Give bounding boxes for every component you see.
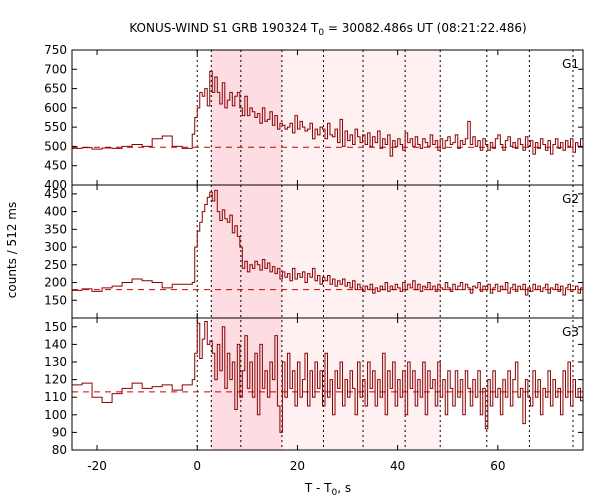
panel-G1-ytick-label-750: 750 (44, 43, 67, 57)
xtick-label--20: -20 (87, 459, 107, 473)
panel-label-G3: G3 (562, 325, 579, 339)
panel-G1-ytick-label-550: 550 (44, 120, 67, 134)
panel-G3-light-curve (72, 321, 583, 433)
panel-G2-light-curve (72, 189, 583, 296)
panel-G2-ytick-label-200: 200 (44, 276, 67, 290)
panel-G2-ytick-label-250: 250 (44, 258, 67, 272)
y-axis-label: counts / 512 ms (5, 202, 19, 298)
xtick-label-20: 20 (290, 459, 305, 473)
xtick-label-0: 0 (193, 459, 201, 473)
plot-area: 400450500550600650700750G115020025030035… (44, 43, 584, 473)
panel-G3-ytick-label-140: 140 (44, 337, 67, 351)
panel-G2-ytick-label-350: 350 (44, 222, 67, 236)
panel-G3-ytick-label-130: 130 (44, 355, 67, 369)
panel-G1-ytick-label-450: 450 (44, 159, 67, 173)
panel-G3-ytick-label-90: 90 (52, 425, 67, 439)
panel-G3-frame (71, 317, 584, 451)
xtick-label-40: 40 (390, 459, 405, 473)
panel-label-G1: G1 (562, 57, 579, 71)
chart-title: KONUS-WIND S1 GRB 190324 T0 = 30082.486s… (129, 21, 526, 38)
panel-label-G2: G2 (562, 192, 579, 206)
panel-G2-ytick-label-450: 450 (44, 187, 67, 201)
panel-G3-ytick-label-80: 80 (52, 443, 67, 457)
panel-G3-ytick-label-100: 100 (44, 408, 67, 422)
panel-G3-ytick-label-150: 150 (44, 320, 67, 334)
shaded-interval-0 (211, 50, 282, 450)
panel-G2-ytick-label-300: 300 (44, 240, 67, 254)
xtick-label-60: 60 (490, 459, 505, 473)
panel-G2-ytick-label-150: 150 (44, 293, 67, 307)
panel-G1-ytick-label-500: 500 (44, 139, 67, 153)
panel-G3-ytick-label-120: 120 (44, 373, 67, 387)
panel-G2-ytick-label-400: 400 (44, 205, 67, 219)
panel-G1-light-curve (72, 70, 583, 157)
panel-G1-ytick-label-650: 650 (44, 82, 67, 96)
panel-G1-ytick-label-700: 700 (44, 62, 67, 76)
x-axis-label: T - T0, s (304, 481, 351, 498)
panel-G3-ytick-label-110: 110 (44, 390, 67, 404)
panel-G1-ytick-label-400: 400 (44, 178, 67, 192)
shaded-interval-1 (281, 50, 441, 450)
panel-G1-ytick-label-600: 600 (44, 101, 67, 115)
